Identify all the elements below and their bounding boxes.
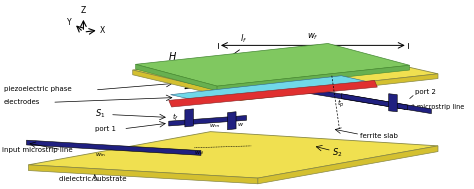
Polygon shape — [27, 140, 201, 155]
Text: $t_f$: $t_f$ — [172, 112, 179, 123]
Polygon shape — [136, 64, 217, 91]
Text: $w$: $w$ — [237, 121, 244, 128]
Text: X: X — [100, 26, 105, 35]
Polygon shape — [258, 146, 438, 184]
Polygon shape — [341, 94, 408, 110]
Text: $w_m$: $w_m$ — [209, 122, 219, 130]
Polygon shape — [389, 94, 397, 112]
Text: $w_d$: $w_d$ — [194, 149, 204, 157]
Text: output microstrip line: output microstrip line — [393, 104, 465, 110]
Polygon shape — [185, 109, 193, 127]
Text: $S_2$: $S_2$ — [332, 146, 342, 159]
Text: $t_p$: $t_p$ — [337, 98, 344, 110]
Text: port 1: port 1 — [95, 126, 116, 132]
Text: $w_\mathrm{out}$: $w_\mathrm{out}$ — [356, 77, 372, 86]
Polygon shape — [169, 81, 377, 107]
Text: input microstrip line: input microstrip line — [2, 147, 73, 153]
Polygon shape — [171, 76, 374, 102]
Polygon shape — [241, 74, 438, 100]
Text: $H$: $H$ — [168, 50, 177, 62]
Polygon shape — [133, 49, 438, 96]
Text: electrodes: electrodes — [140, 67, 225, 73]
Text: $w_f$: $w_f$ — [307, 31, 319, 42]
Text: electrodes: electrodes — [4, 99, 40, 105]
Text: $l_f$: $l_f$ — [240, 33, 247, 45]
Polygon shape — [133, 70, 241, 100]
Polygon shape — [217, 65, 410, 91]
Text: $S_1$: $S_1$ — [95, 107, 105, 120]
Text: $w_\mathrm{in}$: $w_\mathrm{in}$ — [95, 151, 106, 159]
Polygon shape — [136, 43, 410, 86]
Text: ferrite slab: ferrite slab — [360, 133, 398, 139]
Text: Z: Z — [81, 6, 86, 15]
Polygon shape — [28, 132, 438, 178]
Polygon shape — [294, 86, 431, 114]
Text: piezoelectric phase: piezoelectric phase — [4, 86, 72, 92]
Text: port 2: port 2 — [415, 89, 436, 95]
Polygon shape — [28, 165, 258, 184]
Text: dielectric substrate: dielectric substrate — [59, 176, 126, 182]
Text: Y: Y — [67, 18, 72, 27]
Polygon shape — [169, 115, 246, 126]
Polygon shape — [228, 112, 236, 130]
